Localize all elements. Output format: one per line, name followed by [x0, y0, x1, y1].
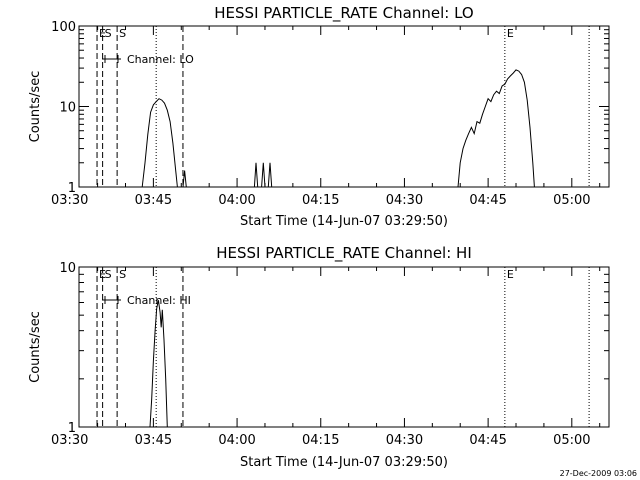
y-axis-label: Counts/sec	[28, 311, 43, 383]
x-tick-label: 04:15	[302, 433, 339, 448]
x-tick-label: 03:45	[135, 193, 172, 208]
marker-label: S	[119, 268, 126, 281]
marker-label: E	[99, 268, 106, 281]
chart-title: HESSI PARTICLE_RATE Channel: HI	[216, 244, 472, 263]
marker-label: E	[507, 27, 514, 40]
plot-hi-channel: HESSI PARTICLE_RATE Channel: HI 03:30 03:4…	[28, 244, 610, 470]
x-tick-label: 04:15	[302, 193, 339, 208]
y-tick-label: 1	[68, 181, 76, 196]
x-tick-label: 04:30	[386, 433, 423, 448]
x-tick-label: 03:45	[135, 433, 172, 448]
x-axis-label: Start Time (14-Jun-07 03:29:50)	[240, 214, 448, 229]
y-tick-label: 10	[59, 101, 76, 116]
x-tick-label: 04:00	[218, 193, 255, 208]
y-tick-label: 100	[51, 20, 76, 35]
y-tick-label: 1	[68, 421, 76, 436]
marker-label: E	[99, 27, 106, 40]
x-tick-label: 05:00	[553, 433, 590, 448]
series-line	[457, 69, 535, 188]
series-line	[253, 162, 259, 188]
x-tick-label: 05:00	[553, 193, 590, 208]
y-tick-label: 10	[59, 261, 76, 276]
plot-frame	[78, 266, 610, 428]
timestamp: 27-Dec-2009 03:06	[560, 469, 637, 478]
marker-label: S	[105, 27, 112, 40]
marker-label: E	[507, 268, 514, 281]
x-tick-label: 04:30	[386, 193, 423, 208]
x-tick-label: 04:45	[469, 433, 506, 448]
marker-label: S	[119, 27, 126, 40]
x-tick-label: 04:00	[218, 433, 255, 448]
chart-title: HESSI PARTICLE_RATE Channel: LO	[214, 4, 473, 23]
series-line	[267, 162, 273, 188]
x-tick-label: 04:45	[469, 193, 506, 208]
x-tick-label: 03:30	[51, 433, 88, 448]
marker-label: S	[105, 268, 112, 281]
series-line	[149, 300, 168, 428]
series-line	[261, 162, 266, 188]
plot-lo-channel: HESSI PARTICLE_RATE Channel: LO 03:30 03:4…	[28, 4, 610, 229]
y-axis-label: Counts/sec	[28, 71, 43, 143]
x-axis-label: Start Time (14-Jun-07 03:29:50)	[240, 455, 448, 470]
series-line	[182, 170, 187, 188]
series-line	[141, 98, 178, 188]
legend-label: Channel: LO	[127, 53, 194, 66]
plot-frame	[78, 25, 610, 188]
x-tick-label: 03:30	[51, 193, 88, 208]
